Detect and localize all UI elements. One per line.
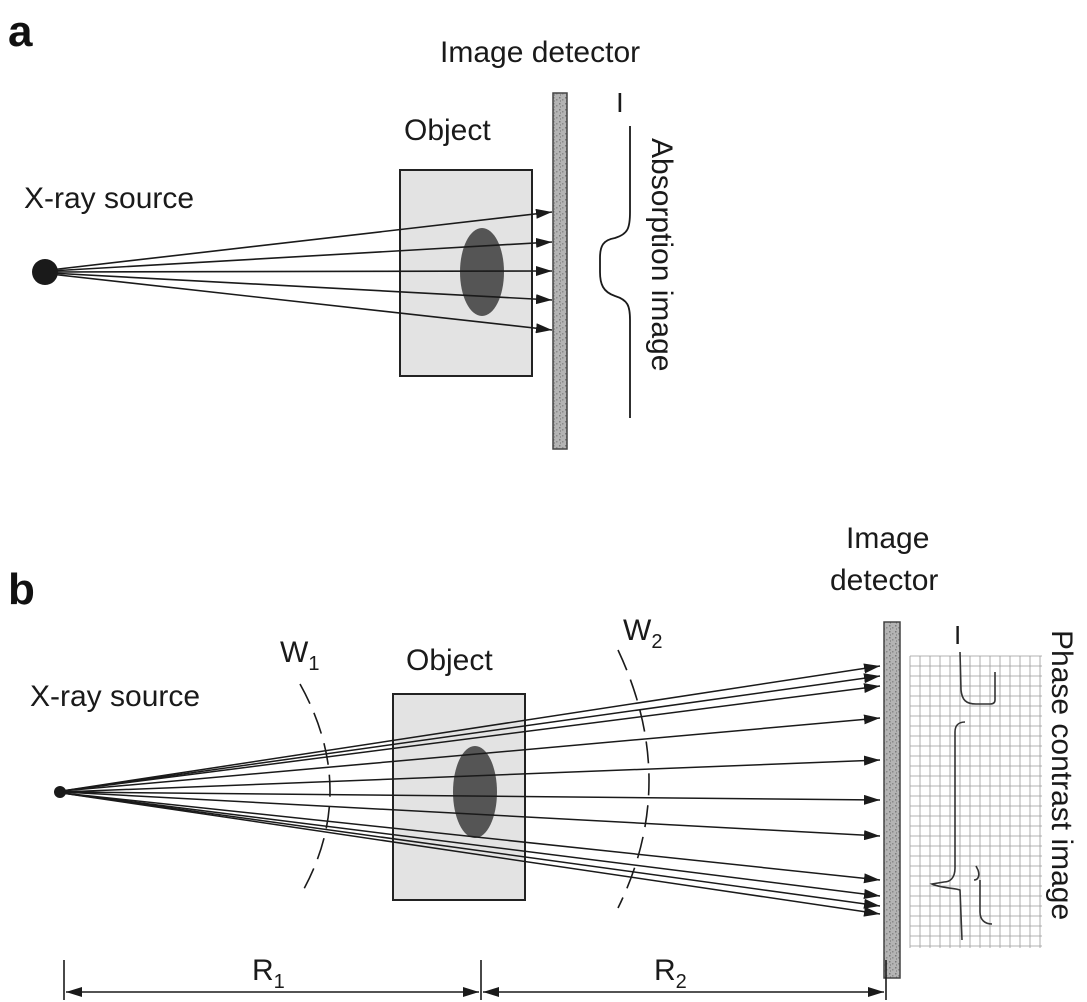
panel-b-detector-label-line1: Image xyxy=(846,522,929,555)
panel-a-detector xyxy=(552,92,568,450)
panel-b-rays xyxy=(61,663,881,917)
panel-a-source-dot xyxy=(32,259,58,285)
panel-b-r1-label: R1 xyxy=(252,954,285,993)
panel-b-w2-label: W2 xyxy=(623,614,662,653)
panel-b-ray xyxy=(61,791,881,805)
panel-a-letter: a xyxy=(8,7,33,56)
panel-a-source-label: X-ray source xyxy=(24,182,194,215)
panel-b-source-dot xyxy=(54,786,66,798)
panel-a-object-feature xyxy=(460,228,504,316)
panel-b-ray xyxy=(61,792,881,899)
panel-b-ray xyxy=(61,755,881,793)
panel-b-detector xyxy=(883,621,901,979)
panel-b-intensity-label: I xyxy=(954,620,961,650)
panel-a-detector-label: Image detector xyxy=(440,36,640,69)
panel-b-object-label: Object xyxy=(406,644,493,677)
panel-b-letter: b xyxy=(8,565,35,614)
panel-a-absorption-profile xyxy=(599,126,631,418)
panel-b-ray xyxy=(61,792,881,909)
panel-a: a Image detector Object X-ray source I A… xyxy=(8,7,678,450)
panel-a-ray xyxy=(49,272,553,305)
panel-a-rays xyxy=(49,208,553,334)
panel-a-ray xyxy=(49,266,553,277)
panel-b-ray xyxy=(61,683,881,792)
panel-b-ray xyxy=(61,792,881,884)
panel-b-detector-label-line2: detector xyxy=(830,564,938,597)
panel-a-ray xyxy=(49,237,553,272)
panel-b: b Image detector Object X-ray source W1 … xyxy=(8,522,1078,1000)
panel-a-ray xyxy=(49,208,553,271)
panel-b-ray xyxy=(61,663,881,792)
panel-b-ray xyxy=(61,714,881,792)
panel-b-image-label: Phase contrast image xyxy=(1045,630,1078,920)
panel-b-wavefront-2 xyxy=(617,649,650,909)
panel-a-image-label: Absorption image xyxy=(645,138,678,371)
panel-b-object-feature xyxy=(453,746,497,838)
panel-b-ray xyxy=(61,791,881,841)
panel-b-profile-grid xyxy=(909,655,1042,948)
panel-a-ray xyxy=(49,273,553,334)
panel-b-ray xyxy=(61,673,881,792)
panel-b-source-label: X-ray source xyxy=(30,680,200,713)
panel-a-intensity-label: I xyxy=(616,87,624,118)
panel-b-ray xyxy=(61,792,881,917)
panel-b-phase-profile xyxy=(929,651,996,941)
panel-b-r2-label: R2 xyxy=(654,954,687,993)
panel-a-object-label: Object xyxy=(404,114,491,147)
panel-b-w1-label: W1 xyxy=(280,636,319,675)
panel-b-wavefront-1 xyxy=(299,683,331,897)
panel-b-distance-markers xyxy=(63,960,887,1000)
